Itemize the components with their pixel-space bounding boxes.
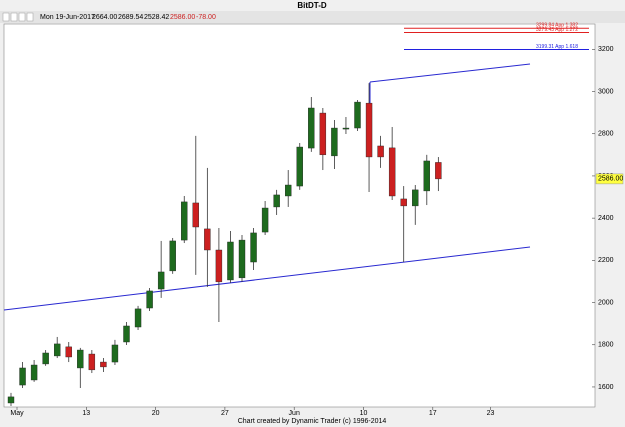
y-tick-label: 2000 — [598, 299, 614, 306]
y-tick-label: 2200 — [598, 257, 614, 264]
plot-area — [3, 23, 596, 408]
candle-body — [181, 201, 188, 241]
candle-body — [7, 396, 15, 404]
y-tick-label: 1800 — [598, 342, 614, 349]
candle-body — [215, 249, 223, 283]
y-tick-label: 1600 — [598, 384, 614, 391]
level-label: 3199.31 App 1.618 — [536, 44, 578, 50]
candle-body — [111, 344, 119, 363]
candle-body — [123, 325, 130, 343]
footer: Chart created by Dynamic Trader (c) 1996… — [238, 418, 387, 425]
candle-body — [204, 228, 211, 251]
icon[interactable] — [2, 12, 10, 22]
icon[interactable] — [26, 12, 34, 22]
x-tick-label: 17 — [429, 410, 437, 417]
candle-body — [42, 352, 49, 365]
candle-body — [88, 353, 96, 371]
candle-body — [296, 146, 303, 187]
last-price-label: 2586.00 — [598, 176, 623, 183]
info-close: 2586.00 — [170, 14, 195, 21]
candle-body — [157, 271, 165, 290]
candle-body — [354, 101, 361, 129]
trend-line — [3, 246, 531, 311]
level-label: 3299.84 App 1.382 — [536, 23, 578, 29]
candle-body — [331, 127, 338, 157]
y-tick-label: 3200 — [598, 46, 614, 53]
icon[interactable] — [10, 12, 18, 22]
candle-body — [19, 367, 26, 386]
x-tick-label: 20 — [152, 410, 160, 417]
candle-body — [238, 239, 246, 279]
candle-body — [365, 102, 373, 158]
candle-body — [146, 290, 153, 309]
info-low: 2528.42 — [144, 14, 169, 21]
x-tick-label: 13 — [82, 410, 90, 417]
candle-body — [412, 189, 419, 207]
candle-body — [261, 207, 269, 233]
chart-title: BitDT-D — [297, 1, 327, 10]
candle-body — [250, 232, 257, 263]
candle-body — [377, 145, 384, 158]
y-tick-label: 2400 — [598, 215, 614, 222]
info-date: Mon 19-Jun-2017 — [40, 14, 95, 21]
candle-body — [227, 241, 234, 281]
level-label: 3279.43 App 1.272 — [536, 27, 578, 33]
candle-body — [30, 364, 38, 381]
candle-body — [308, 107, 315, 149]
toolbar — [0, 11, 625, 23]
candle-body — [400, 198, 407, 207]
x-tick-label: May — [10, 410, 24, 417]
x-tick-label: 27 — [221, 410, 229, 417]
candle-body — [169, 240, 176, 272]
candle-body — [134, 308, 142, 328]
info-high: 2689.54 — [118, 14, 143, 21]
candle-body — [54, 343, 61, 357]
y-tick-label: 2800 — [598, 131, 614, 138]
candle-body — [273, 194, 280, 208]
candle-body — [285, 184, 292, 197]
candle-body — [192, 202, 200, 228]
candle-body — [319, 112, 327, 156]
icon[interactable] — [18, 12, 26, 22]
x-tick-label: 23 — [487, 410, 495, 417]
y-tick-label: 3000 — [598, 88, 614, 95]
candle-body — [423, 160, 430, 192]
info-open: 2664.00 — [92, 14, 117, 21]
trend-line — [369, 63, 531, 83]
info-change: -78.00 — [196, 14, 216, 21]
candle-body — [435, 162, 442, 180]
x-tick-label: Jun — [289, 410, 300, 417]
x-tick-label: 10 — [360, 410, 368, 417]
candle-body — [388, 147, 396, 197]
candle-body — [100, 361, 107, 368]
candle-body — [77, 349, 84, 369]
toolbar-icons[interactable] — [2, 12, 34, 22]
last-price-tag — [595, 173, 624, 185]
candle-body — [65, 346, 72, 358]
candle-body — [342, 127, 350, 130]
